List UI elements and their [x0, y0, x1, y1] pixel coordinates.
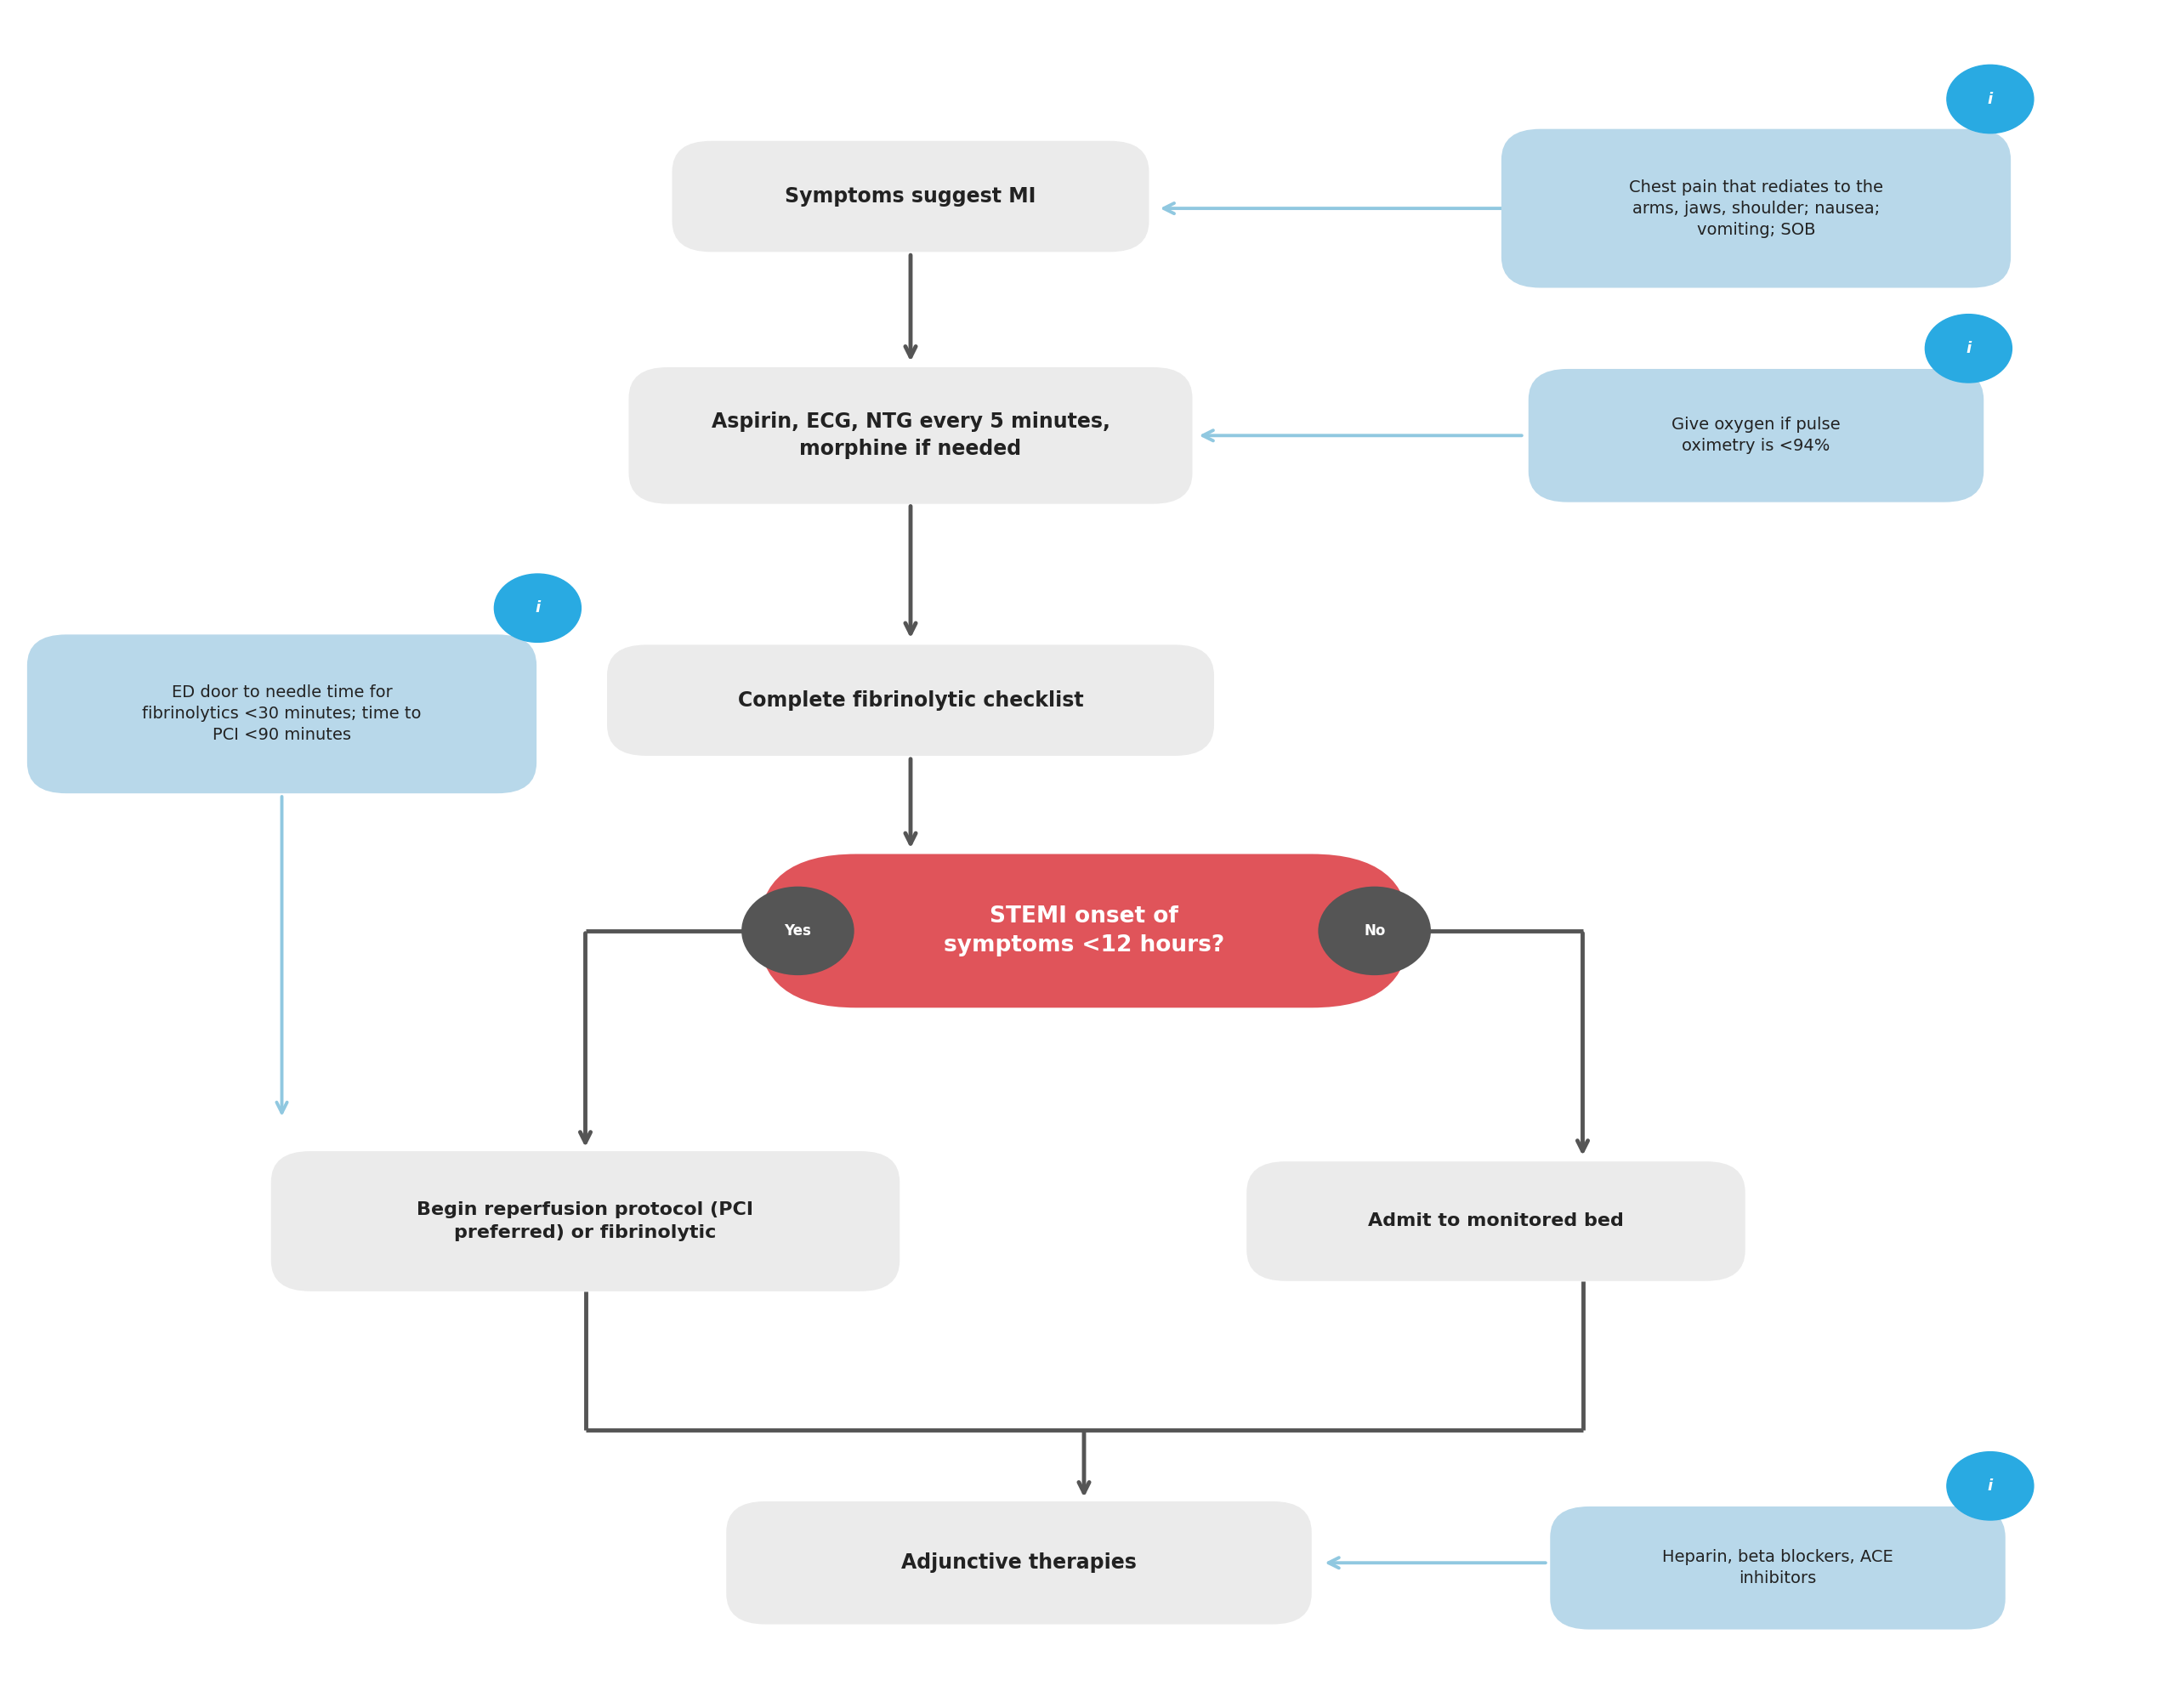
FancyBboxPatch shape [271, 1151, 900, 1291]
Text: Chest pain that rediates to the
arms, jaws, shoulder; nausea;
vomiting; SOB: Chest pain that rediates to the arms, ja… [1628, 179, 1884, 237]
Circle shape [741, 886, 854, 975]
Text: Yes: Yes [785, 924, 811, 938]
FancyBboxPatch shape [759, 854, 1409, 1008]
Text: Adjunctive therapies: Adjunctive therapies [902, 1553, 1136, 1573]
FancyBboxPatch shape [672, 142, 1149, 251]
Text: Begin reperfusion protocol (PCI
preferred) or fibrinolytic: Begin reperfusion protocol (PCI preferre… [416, 1201, 754, 1242]
Circle shape [1947, 65, 2034, 133]
Text: i: i [1988, 1479, 1992, 1493]
Circle shape [1925, 314, 2012, 383]
Text: i: i [535, 601, 540, 615]
Text: Symptoms suggest MI: Symptoms suggest MI [785, 186, 1036, 207]
FancyBboxPatch shape [1528, 369, 1984, 502]
FancyBboxPatch shape [629, 367, 1192, 504]
Text: Aspirin, ECG, NTG every 5 minutes,
morphine if needed: Aspirin, ECG, NTG every 5 minutes, morph… [711, 412, 1110, 459]
FancyBboxPatch shape [1550, 1506, 2005, 1629]
Text: Admit to monitored bed: Admit to monitored bed [1368, 1213, 1624, 1230]
Circle shape [1947, 1452, 2034, 1520]
Text: STEMI onset of
symptoms <12 hours?: STEMI onset of symptoms <12 hours? [943, 905, 1225, 956]
Text: Heparin, beta blockers, ACE
inhibitors: Heparin, beta blockers, ACE inhibitors [1663, 1549, 1893, 1587]
FancyBboxPatch shape [1247, 1161, 1745, 1281]
Text: Give oxygen if pulse
oximetry is <94%: Give oxygen if pulse oximetry is <94% [1672, 417, 1841, 454]
FancyBboxPatch shape [607, 644, 1214, 755]
Text: ED door to needle time for
fibrinolytics <30 minutes; time to
PCI <90 minutes: ED door to needle time for fibrinolytics… [143, 685, 421, 743]
Circle shape [1318, 886, 1431, 975]
Text: Complete fibrinolytic checklist: Complete fibrinolytic checklist [737, 690, 1084, 711]
Text: i: i [1966, 342, 1971, 355]
Circle shape [494, 574, 581, 642]
FancyBboxPatch shape [28, 635, 538, 793]
FancyBboxPatch shape [1502, 130, 2012, 287]
FancyBboxPatch shape [726, 1501, 1312, 1624]
Text: i: i [1988, 92, 1992, 106]
Text: No: No [1364, 924, 1385, 938]
